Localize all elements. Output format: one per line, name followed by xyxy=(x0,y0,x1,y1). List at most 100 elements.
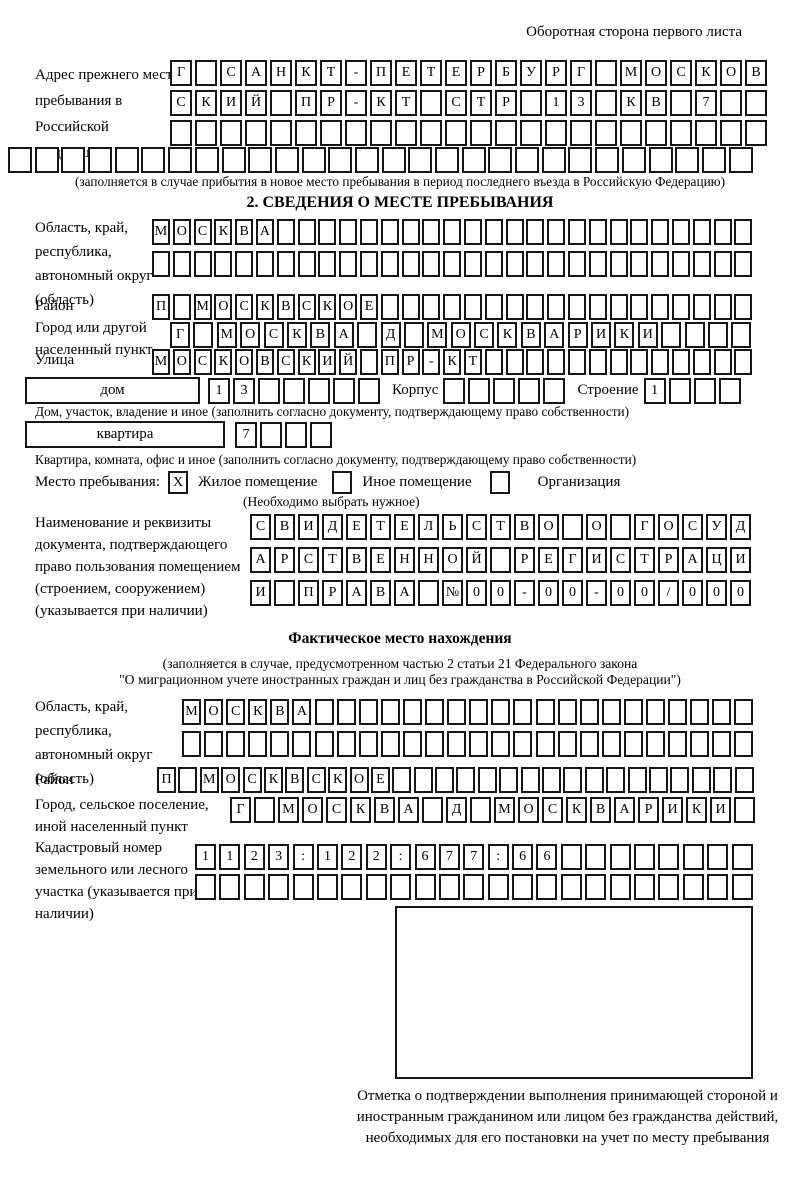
char-box: Р xyxy=(658,547,679,573)
char-box xyxy=(463,294,482,320)
char-box xyxy=(563,767,583,793)
char-box: О xyxy=(302,797,323,823)
char-box xyxy=(707,874,729,900)
char-box xyxy=(547,251,566,277)
char-box xyxy=(255,251,274,277)
char-box xyxy=(358,377,380,404)
char-box: К xyxy=(350,797,371,823)
char-box xyxy=(443,377,466,404)
char-box xyxy=(477,767,497,793)
char-box: Д xyxy=(322,514,343,540)
char-box xyxy=(731,844,753,870)
char-box xyxy=(512,874,534,900)
char-box: Г xyxy=(230,797,251,823)
char-box xyxy=(609,349,628,375)
char-box xyxy=(541,147,566,173)
char-box xyxy=(320,120,342,146)
char-box: Д xyxy=(730,514,751,540)
char-box xyxy=(658,844,680,870)
char-box: Л xyxy=(418,514,439,540)
char-box xyxy=(380,731,400,757)
char-box xyxy=(370,120,392,146)
char-box: В xyxy=(235,219,254,245)
char-box: К xyxy=(620,90,642,116)
char-box: А xyxy=(333,322,354,348)
char-box: А xyxy=(394,580,415,606)
char-box: А xyxy=(398,797,419,823)
char-box xyxy=(248,731,268,757)
char-box xyxy=(245,120,267,146)
char-box xyxy=(745,90,767,116)
char-box: И xyxy=(220,90,242,116)
char-box: № xyxy=(442,580,463,606)
char-box: А xyxy=(245,60,267,86)
fact-region-row-2 xyxy=(182,731,754,757)
char-box xyxy=(258,377,280,404)
char-box xyxy=(731,322,752,348)
char-box: : xyxy=(487,844,509,870)
char-box: Е xyxy=(395,60,417,86)
char-box: С xyxy=(298,547,319,573)
char-box xyxy=(651,294,670,320)
char-box xyxy=(645,731,665,757)
char-box xyxy=(734,219,753,245)
char-box xyxy=(193,251,212,277)
document-label: Наименование и реквизиты документа, подт… xyxy=(35,515,241,619)
char-box xyxy=(358,731,378,757)
char-box xyxy=(670,90,692,116)
char-box: О xyxy=(339,294,358,320)
char-box xyxy=(292,731,312,757)
char-box: М xyxy=(152,349,170,375)
char-box xyxy=(661,322,682,348)
char-box xyxy=(609,874,631,900)
char-box: К xyxy=(318,294,337,320)
char-box: А xyxy=(682,547,703,573)
char-box: 6 xyxy=(414,844,436,870)
char-box xyxy=(470,120,492,146)
char-box: Д xyxy=(446,797,467,823)
char-box xyxy=(435,147,459,173)
char-box: 1 xyxy=(316,844,338,870)
char-box xyxy=(535,699,555,725)
char-box xyxy=(609,251,628,277)
char-box xyxy=(634,874,656,900)
char-box: : xyxy=(292,844,314,870)
char-box xyxy=(422,219,441,245)
char-box xyxy=(488,147,513,173)
char-box xyxy=(204,731,224,757)
char-box: Р xyxy=(401,349,420,375)
char-box xyxy=(505,251,524,277)
char-box: - xyxy=(422,349,441,375)
char-box: 7 xyxy=(235,421,257,448)
char-box: К xyxy=(263,767,283,793)
char-box: И xyxy=(662,797,683,823)
apartment-number-row: 7 xyxy=(235,421,332,448)
char-box xyxy=(585,874,607,900)
char-box xyxy=(491,699,511,725)
char-box: В xyxy=(346,547,367,573)
char-box xyxy=(414,874,436,900)
char-box: М xyxy=(620,60,642,86)
char-box xyxy=(560,844,582,870)
char-box xyxy=(401,294,420,320)
char-box: 2 xyxy=(365,844,387,870)
char-box: Е xyxy=(538,547,559,573)
char-box xyxy=(545,120,567,146)
char-box xyxy=(671,219,690,245)
char-box xyxy=(484,294,503,320)
char-box: Т xyxy=(634,547,655,573)
char-box xyxy=(712,699,732,725)
char-box xyxy=(518,377,541,404)
char-box: К xyxy=(297,349,316,375)
char-box xyxy=(336,699,356,725)
char-box: М xyxy=(199,767,219,793)
char-box: 2 xyxy=(341,844,363,870)
char-box: Й xyxy=(339,349,358,375)
char-box xyxy=(595,60,617,86)
char-box xyxy=(588,349,607,375)
char-box: П xyxy=(152,294,170,320)
char-box: П xyxy=(157,767,176,793)
char-box: Е xyxy=(445,60,467,86)
